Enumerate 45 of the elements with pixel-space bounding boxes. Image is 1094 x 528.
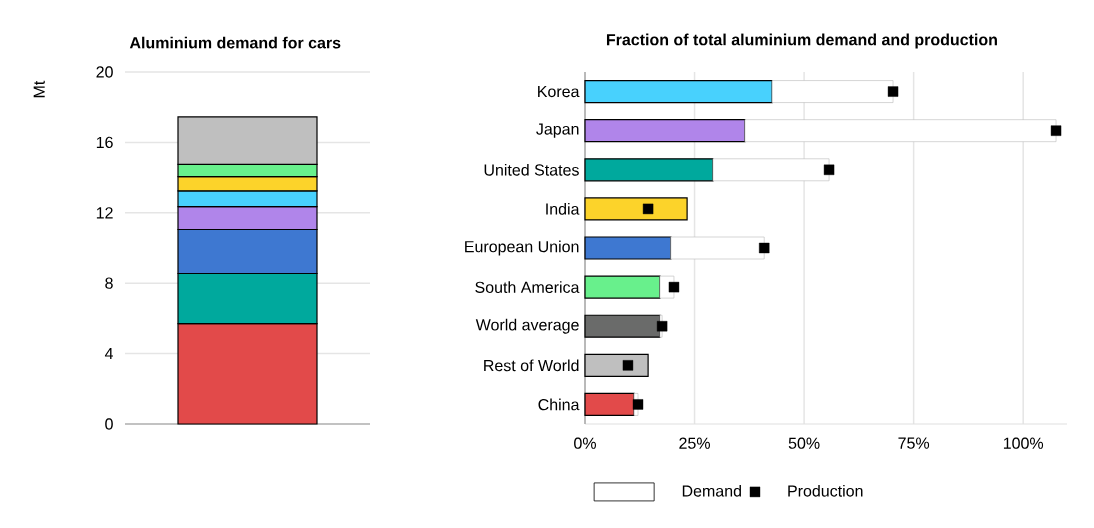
point <box>1050 125 1062 136</box>
legend-label: Production <box>788 484 863 497</box>
y-tick-label: 12 <box>96 207 113 219</box>
point <box>887 86 899 97</box>
y-tick-label: Rest of World <box>484 359 579 372</box>
bar <box>584 79 773 104</box>
x-tick-label: 0% <box>574 437 596 449</box>
bar <box>584 158 714 182</box>
chart-title: Aluminium demand for cars <box>129 36 341 49</box>
bar <box>670 236 765 260</box>
point <box>632 399 644 410</box>
y-tick-label: Japan <box>536 123 579 138</box>
y-axis-title: Mt <box>33 80 45 98</box>
point <box>759 242 770 254</box>
x-tick-label: 25% <box>679 437 710 449</box>
x-tick-label: 50% <box>788 437 820 449</box>
bar <box>712 158 830 182</box>
point <box>656 321 668 332</box>
bar <box>584 353 649 377</box>
x-tick-label: 75% <box>898 437 930 449</box>
bar <box>584 119 746 143</box>
y-tick-label: South America <box>475 281 580 293</box>
y-tick-label: World average <box>475 318 579 334</box>
bar <box>584 236 672 260</box>
point <box>668 281 680 293</box>
y-tick-label: 16 <box>96 136 113 149</box>
y-tick-label: 20 <box>96 66 113 78</box>
y-tick-label: 4 <box>104 348 114 360</box>
bar <box>584 197 688 221</box>
y-tick-label: European Union <box>465 240 579 256</box>
y-tick-label: India <box>546 203 580 215</box>
y-tick-label: 0 <box>105 418 113 430</box>
chart-title: Fraction of total aluminium demand and production <box>606 33 997 49</box>
point <box>642 203 654 215</box>
x-tick-label: 100% <box>1003 437 1044 449</box>
point <box>823 164 835 175</box>
legend-label: Demand <box>682 484 741 497</box>
bar <box>744 119 1057 142</box>
y-tick-label: China <box>538 398 580 411</box>
y-tick-label: 8 <box>105 277 113 289</box>
y-tick-label: Korea <box>538 85 580 98</box>
point <box>622 360 634 371</box>
y-tick-label: United States <box>484 163 579 176</box>
bar <box>771 80 894 103</box>
bar <box>584 275 661 299</box>
